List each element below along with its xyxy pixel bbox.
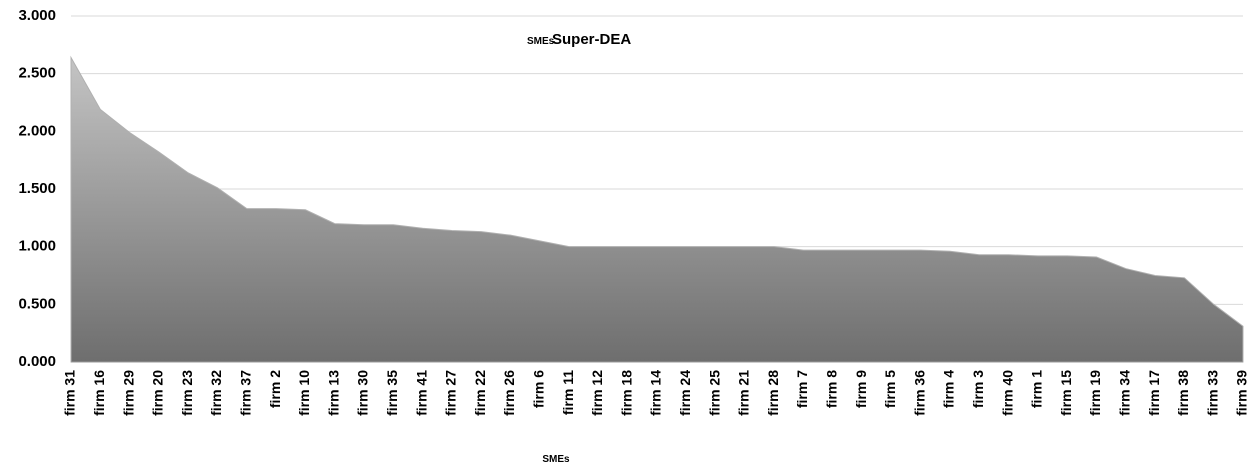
x-tick-label: firm 41: [413, 370, 429, 416]
x-tick-label: firm 13: [325, 370, 341, 416]
x-tick-label: firm 2: [267, 370, 283, 408]
x-tick-label: firm 18: [618, 370, 634, 416]
x-tick-label: firm 5: [882, 370, 898, 408]
x-tick-label: firm 4: [941, 370, 957, 408]
x-tick-label: firm 29: [120, 370, 136, 416]
y-tick-label: 0.000: [18, 353, 56, 370]
y-tick-label: 1.000: [18, 238, 56, 255]
x-tick-label: firm 39: [1234, 370, 1250, 416]
y-tick-label: 2.500: [18, 65, 56, 82]
y-tick-label: 3.000: [18, 7, 56, 24]
legend-label: SMEs: [527, 36, 555, 47]
x-tick-label: firm 33: [1204, 370, 1220, 416]
x-tick-label: firm 12: [589, 370, 605, 416]
y-tick-label: 1.500: [18, 180, 56, 197]
x-tick-label: firm 40: [999, 370, 1015, 416]
x-tick-label: firm 7: [794, 370, 810, 408]
x-tick-label: firm 26: [501, 370, 517, 416]
x-tick-label: firm 24: [677, 370, 693, 416]
x-tick-label: firm 31: [62, 370, 78, 416]
x-tick-label: firm 28: [765, 370, 781, 416]
x-tick-label: firm 30: [355, 370, 371, 416]
x-tick-label: firm 1: [1029, 370, 1045, 408]
x-tick-label: firm 36: [911, 370, 927, 416]
x-tick-label: firm 32: [208, 370, 224, 416]
x-tick-label: firm 6: [531, 370, 547, 408]
y-tick-label: 2.000: [18, 122, 56, 139]
x-tick-label: firm 14: [648, 370, 664, 416]
x-tick-label: firm 8: [824, 370, 840, 408]
x-tick-label: firm 3: [970, 370, 986, 408]
y-tick-label: 0.500: [18, 295, 56, 312]
x-tick-label: firm 20: [150, 370, 166, 416]
x-axis-label: SMEs: [542, 454, 570, 465]
x-tick-label: firm 34: [1117, 370, 1133, 416]
chart-title: Super-DEA: [552, 31, 631, 48]
x-tick-label: firm 25: [706, 370, 722, 416]
x-tick-label: firm 9: [853, 370, 869, 408]
x-tick-label: firm 15: [1058, 370, 1074, 416]
x-tick-label: firm 22: [472, 370, 488, 416]
area: [70, 55, 1244, 363]
x-tick-label: firm 38: [1175, 370, 1191, 416]
x-tick-label: firm 27: [443, 370, 459, 416]
x-tick-label: firm 11: [560, 370, 576, 415]
x-tick-label: firm 19: [1087, 370, 1103, 416]
x-tick-label: firm 16: [91, 370, 107, 416]
x-tick-label: firm 35: [384, 370, 400, 416]
x-tick-label: firm 37: [238, 370, 254, 416]
x-tick-label: firm 23: [179, 370, 195, 416]
x-tick-label: firm 17: [1146, 370, 1162, 416]
x-tick-label: firm 10: [296, 370, 312, 416]
x-tick-label: firm 21: [736, 370, 752, 416]
